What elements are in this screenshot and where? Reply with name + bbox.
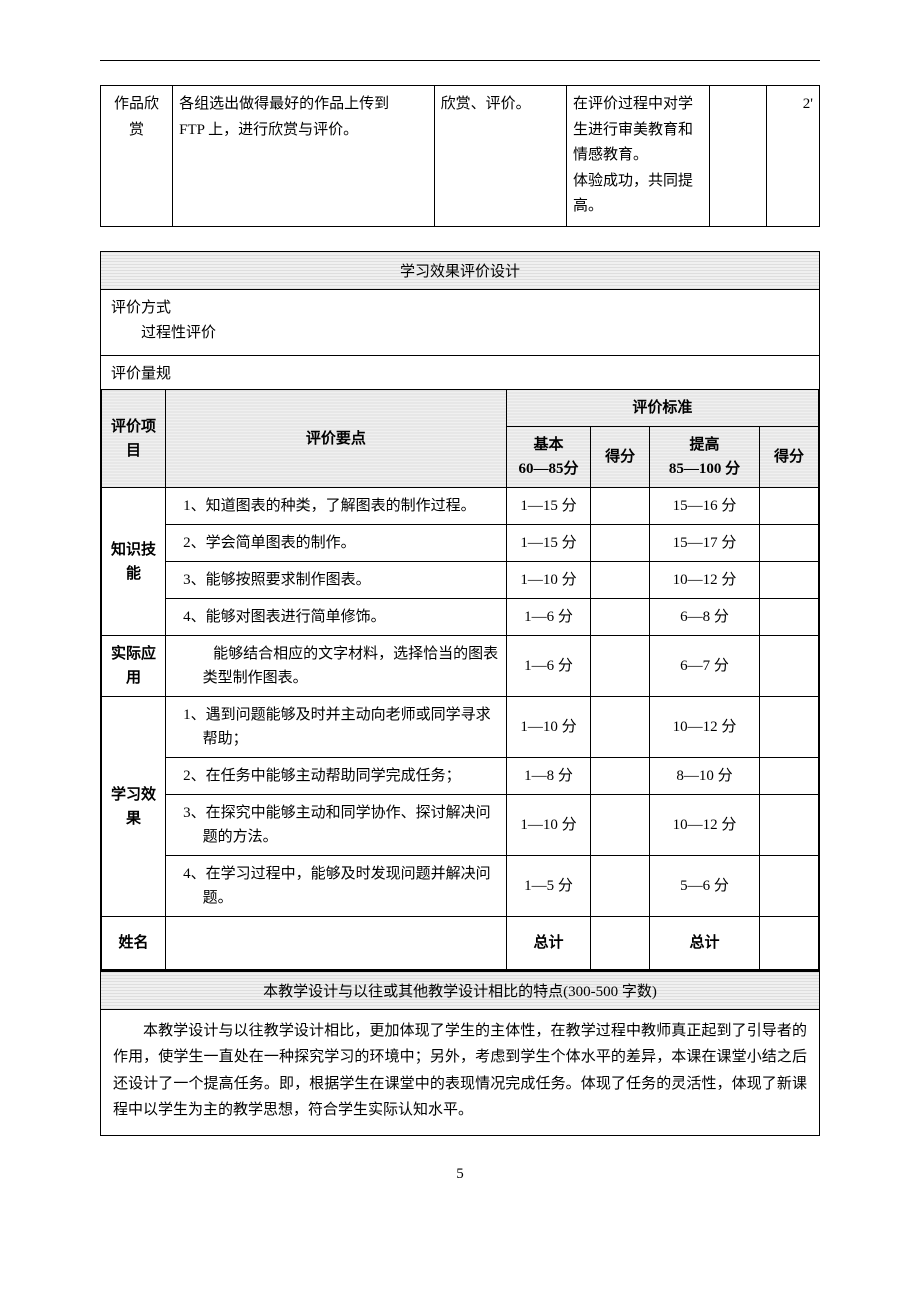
rubric-score1	[591, 488, 650, 525]
rubric-base: 1—15 分	[506, 488, 590, 525]
rubric-score2	[759, 697, 818, 758]
rubric-improve: 5—6 分	[650, 856, 760, 917]
hdr-base: 基本 60—85分	[506, 427, 590, 488]
rubric-score1	[591, 795, 650, 856]
rubric-score2	[759, 599, 818, 636]
rubric-base: 1—10 分	[506, 697, 590, 758]
hdr-standard: 评价标准	[506, 390, 818, 427]
rubric-score2	[759, 856, 818, 917]
rubric-base: 1—10 分	[506, 795, 590, 856]
document-page: 作品欣赏 各组选出做得最好的作品上传到 FTP 上，进行欣赏与评价。 欣赏、评价…	[0, 0, 920, 1223]
t1-col3: 欣赏、评价。	[434, 86, 566, 227]
rubric-base: 1—10 分	[506, 562, 590, 599]
t1-col4: 在评价过程中对学生进行审美教育和情感教育。 体验成功，共同提高。	[567, 86, 710, 227]
rubric-score1	[591, 856, 650, 917]
rubric-row: 2、学会简单图表的制作。1—15 分 15—17 分	[102, 525, 819, 562]
rubric-improve: 15—16 分	[650, 488, 760, 525]
rubric-point: 2、在任务中能够主动帮助同学完成任务；	[166, 758, 507, 795]
rubric-row: 2、在任务中能够主动帮助同学完成任务；1—8 分 8—10 分	[102, 758, 819, 795]
features-text: 本教学设计与以往教学设计相比，更加体现了学生的主体性，在教学过程中教师真正起到了…	[113, 1018, 807, 1123]
hdr-project: 评价项目	[102, 390, 166, 488]
rubric-score2	[759, 758, 818, 795]
rubric-group-name: 学习效果	[102, 697, 166, 917]
rubric-improve: 6—8 分	[650, 599, 760, 636]
t1-col4-text: 在评价过程中对学生进行审美教育和情感教育。 体验成功，共同提高。	[573, 96, 693, 214]
footer-total1: 总计	[506, 917, 590, 970]
t1-col1: 作品欣赏	[101, 86, 173, 227]
rubric-score2	[759, 488, 818, 525]
rubric-score2	[759, 636, 818, 697]
rubric-improve: 10—12 分	[650, 795, 760, 856]
footer-score1	[591, 917, 650, 970]
rubric-base: 1—15 分	[506, 525, 590, 562]
t1-col6: 2'	[767, 86, 820, 227]
rubric-point: 4、能够对图表进行简单修饰。	[166, 599, 507, 636]
footer-total2: 总计	[650, 917, 760, 970]
rubric-score1	[591, 525, 650, 562]
t1-col2-l1: 各组选出做得最好的作品上传到	[179, 96, 389, 112]
features-body: 本教学设计与以往教学设计相比，更加体现了学生的主体性，在教学过程中教师真正起到了…	[101, 1010, 819, 1135]
rubric-score1	[591, 697, 650, 758]
rubric-improve: 10—12 分	[650, 697, 760, 758]
t1-col2: 各组选出做得最好的作品上传到 FTP 上，进行欣赏与评价。	[173, 86, 435, 227]
hdr-score1: 得分	[591, 427, 650, 488]
t1-col3-text: 欣赏、评价。	[441, 96, 531, 112]
rubric-score2	[759, 562, 818, 599]
rubric-improve: 8—10 分	[650, 758, 760, 795]
rubric-group-name: 知识技能	[102, 488, 166, 636]
mode-value: 过程性评价	[111, 321, 216, 347]
rubric-row: 知识技能1、知道图表的种类，了解图表的制作过程。1—15 分15—16 分	[102, 488, 819, 525]
rubric-point: 1、知道图表的种类，了解图表的制作过程。	[166, 488, 507, 525]
features-box: 本教学设计与以往或其他教学设计相比的特点(300-500 字数) 本教学设计与以…	[100, 971, 820, 1136]
t1-col5	[710, 86, 767, 227]
rubric-base: 1—8 分	[506, 758, 590, 795]
rubric-base: 1—6 分	[506, 636, 590, 697]
t1-col6-text: 2'	[803, 96, 813, 112]
rubric-base: 1—5 分	[506, 856, 590, 917]
rubric-row: 学习效果1、遇到问题能够及时并主动向老师或同学寻求帮助；1—10 分10—12 …	[102, 697, 819, 758]
rubric-base: 1—6 分	[506, 599, 590, 636]
rubric-score1	[591, 758, 650, 795]
rubric-improve: 6—7 分	[650, 636, 760, 697]
rubric-improve: 15—17 分	[650, 525, 760, 562]
rubric-group-name: 实际应用	[102, 636, 166, 697]
rubric-point: 4、在学习过程中，能够及时发现问题并解决问题。	[166, 856, 507, 917]
rubric-row: 3、在探究中能够主动和同学协作、探讨解决问题的方法。1—10 分 10—12 分	[102, 795, 819, 856]
t1-col1-text: 作品欣赏	[114, 96, 159, 138]
top-rule	[100, 60, 820, 61]
rubric-score1	[591, 599, 650, 636]
rubric-point: 能够结合相应的文字材料，选择恰当的图表类型制作图表。	[166, 636, 507, 697]
rubric-score2	[759, 795, 818, 856]
rubric-row: 4、能够对图表进行简单修饰。1—6 分 6—8 分	[102, 599, 819, 636]
hdr-score2: 得分	[759, 427, 818, 488]
evaluation-mode: 评价方式 过程性评价	[101, 290, 819, 356]
footer-name-label: 姓名	[102, 917, 166, 970]
evaluation-title: 学习效果评价设计	[101, 252, 819, 290]
rubric-label: 评价量规	[101, 356, 819, 390]
rubric-row: 3、能够按照要求制作图表。1—10 分 10—12 分	[102, 562, 819, 599]
rubric-point: 1、遇到问题能够及时并主动向老师或同学寻求帮助；	[166, 697, 507, 758]
rubric-table: 评价项目 评价要点 评价标准 基本 60—85分 得分 提高 85—100 分 …	[101, 389, 819, 970]
hdr-point: 评价要点	[166, 390, 507, 488]
mode-label: 评价方式	[111, 300, 171, 316]
evaluation-box: 学习效果评价设计 评价方式 过程性评价 评价量规 评价项目 评价要点 评价标准 …	[100, 251, 820, 972]
rubric-point: 3、能够按照要求制作图表。	[166, 562, 507, 599]
rubric-row: 实际应用 能够结合相应的文字材料，选择恰当的图表类型制作图表。1—6 分 6—7 …	[102, 636, 819, 697]
rubric-improve: 10—12 分	[650, 562, 760, 599]
hdr-improve: 提高 85—100 分	[650, 427, 760, 488]
rubric-point: 3、在探究中能够主动和同学协作、探讨解决问题的方法。	[166, 795, 507, 856]
footer-name-value	[166, 917, 507, 970]
rubric-score2	[759, 525, 818, 562]
rubric-point: 2、学会简单图表的制作。	[166, 525, 507, 562]
features-title: 本教学设计与以往或其他教学设计相比的特点(300-500 字数)	[101, 971, 819, 1010]
rubric-footer-row: 姓名 总计 总计	[102, 917, 819, 970]
rubric-row: 4、在学习过程中，能够及时发现问题并解决问题。1—5 分 5—6 分	[102, 856, 819, 917]
activity-table: 作品欣赏 各组选出做得最好的作品上传到 FTP 上，进行欣赏与评价。 欣赏、评价…	[100, 85, 820, 227]
rubric-score1	[591, 636, 650, 697]
page-number: 5	[100, 1166, 820, 1183]
footer-score2	[759, 917, 818, 970]
rubric-score1	[591, 562, 650, 599]
t1-col2-l2: FTP 上，进行欣赏与评价。	[179, 122, 358, 138]
